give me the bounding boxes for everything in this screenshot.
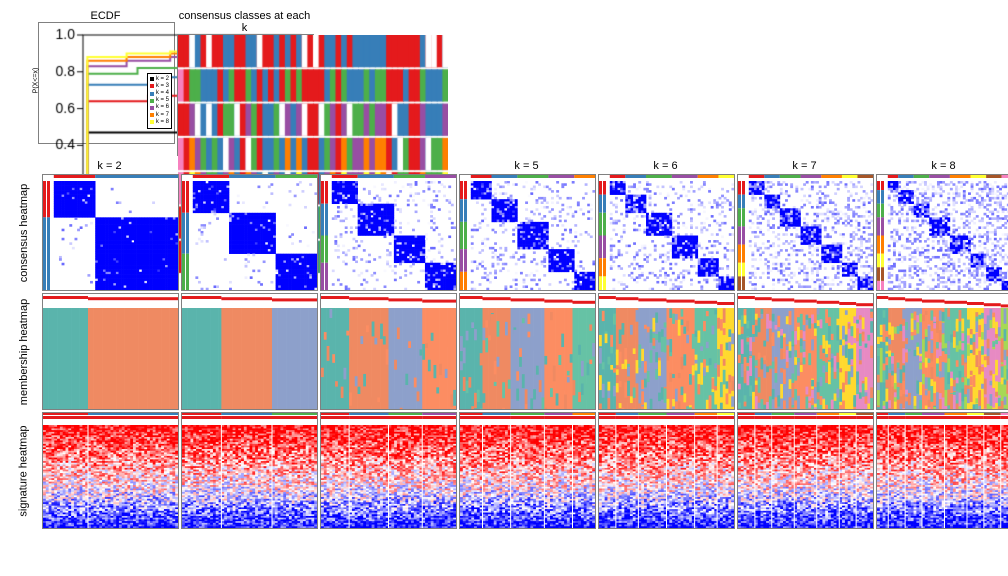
main-grid: k = 2k = 3k = 4k = 5k = 6k = 7k = 8conse… <box>10 160 1008 529</box>
legend-item: k = 4 <box>150 90 169 97</box>
signature-panel-k7 <box>737 412 874 529</box>
membership-panel-k5 <box>459 293 596 410</box>
ecdf-ylabel: P(X<=x) <box>32 68 39 94</box>
legend-item: k = 3 <box>150 83 169 90</box>
signature-panel-k4 <box>320 412 457 529</box>
col-header-k8: k = 8 <box>876 160 1008 172</box>
legend-item: k = 6 <box>150 104 169 111</box>
consensus-panel-k6 <box>598 174 735 291</box>
membership-canvas-k5 <box>460 294 595 409</box>
membership-panel-k6 <box>598 293 735 410</box>
consensus-canvas-k5 <box>460 175 595 290</box>
membership-panel-k3 <box>181 293 318 410</box>
signature-canvas-k3 <box>182 413 317 528</box>
membership-canvas-k4 <box>321 294 456 409</box>
consensus-panel-k5 <box>459 174 596 291</box>
ecdf-column: ECDF P(X<=x) k = 2k = 3k = 4k = 5k = 6k … <box>38 10 173 156</box>
consensus-canvas-k8 <box>877 175 1008 290</box>
ecdf-legend: k = 2k = 3k = 4k = 5k = 6k = 7k = 8 <box>147 73 172 129</box>
membership-canvas-k7 <box>738 294 873 409</box>
signature-panel-k8 <box>876 412 1008 529</box>
consensus-canvas-k2 <box>43 175 178 290</box>
col-header-k5: k = 5 <box>459 160 594 172</box>
consensus-panel-k8 <box>876 174 1008 291</box>
ecdf-panel: P(X<=x) k = 2k = 3k = 4k = 5k = 6k = 7k … <box>38 22 175 144</box>
col-header-k7: k = 7 <box>737 160 872 172</box>
consensus-canvas-k4 <box>321 175 456 290</box>
membership-canvas-k8 <box>877 294 1008 409</box>
signature-canvas-k8 <box>877 413 1008 528</box>
signature-panel-k3 <box>181 412 318 529</box>
signature-canvas-k6 <box>599 413 734 528</box>
row-label-signature: signature heatmap <box>10 412 38 529</box>
membership-canvas-k2 <box>43 294 178 409</box>
signature-panel-k2 <box>42 412 179 529</box>
consensus-canvas-k7 <box>738 175 873 290</box>
consensus-panel-k2 <box>42 174 179 291</box>
figure-grid: ECDF P(X<=x) k = 2k = 3k = 4k = 5k = 6k … <box>10 10 1008 529</box>
membership-canvas-k6 <box>599 294 734 409</box>
signature-canvas-k5 <box>460 413 595 528</box>
signature-panel-k5 <box>459 412 596 529</box>
signature-panel-k6 <box>598 412 735 529</box>
signature-canvas-k2 <box>43 413 178 528</box>
row-label-membership: membership heatmap <box>10 293 38 410</box>
legend-item: k = 2 <box>150 76 169 83</box>
consensus-panel-k7 <box>737 174 874 291</box>
legend-item: k = 8 <box>150 119 169 126</box>
membership-panel-k7 <box>737 293 874 410</box>
col-header-k6: k = 6 <box>598 160 733 172</box>
signature-canvas-k7 <box>738 413 873 528</box>
legend-item: k = 5 <box>150 97 169 104</box>
ecdf-title: ECDF <box>38 10 173 22</box>
consensus-panel-k4 <box>320 174 457 291</box>
corner-empty <box>10 160 38 172</box>
row-label-consensus: consensus heatmap <box>10 174 38 291</box>
legend-item: k = 7 <box>150 112 169 119</box>
consensus-canvas-k3 <box>182 175 317 290</box>
membership-panel-k8 <box>876 293 1008 410</box>
consensus-canvas-k6 <box>599 175 734 290</box>
membership-canvas-k3 <box>182 294 317 409</box>
membership-panel-k4 <box>320 293 457 410</box>
top-row: ECDF P(X<=x) k = 2k = 3k = 4k = 5k = 6k … <box>38 10 1008 156</box>
membership-panel-k2 <box>42 293 179 410</box>
classes-panel <box>177 34 314 156</box>
consensus-panel-k3 <box>181 174 318 291</box>
signature-canvas-k4 <box>321 413 456 528</box>
